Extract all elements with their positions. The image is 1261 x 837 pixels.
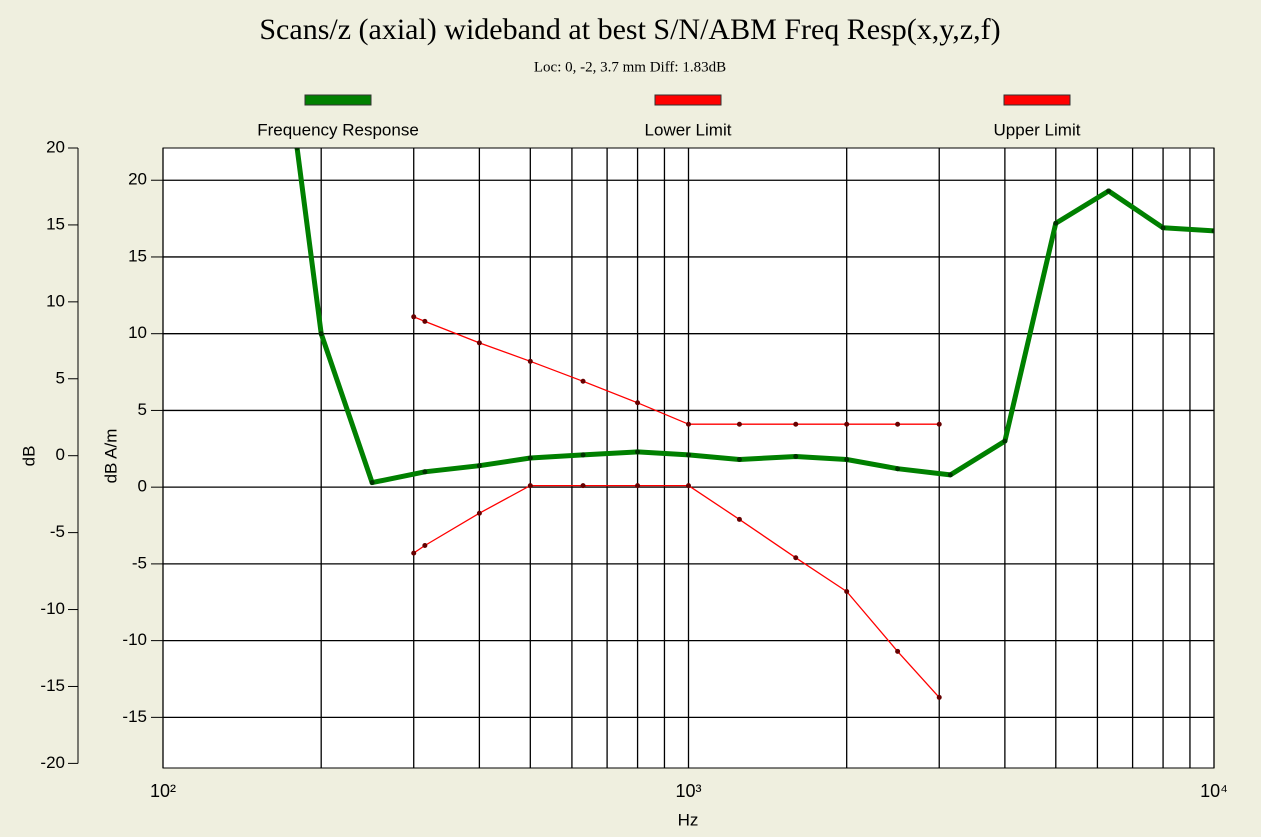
data-point: [895, 648, 901, 654]
data-point: [736, 457, 742, 463]
data-point: [580, 483, 586, 489]
y-tick-label: 0: [138, 477, 147, 496]
data-point: [476, 340, 482, 346]
data-point: [422, 542, 428, 548]
x-axis-label: Hz: [678, 810, 699, 829]
y-tick-label: 20: [128, 170, 147, 189]
data-point: [1211, 228, 1214, 234]
data-point: [936, 421, 942, 427]
y2-tick-label: 15: [46, 214, 65, 233]
y-tick-label: -10: [122, 630, 147, 649]
y2-tick-label: -20: [40, 753, 65, 772]
legend-swatch: [654, 94, 722, 106]
data-point: [844, 457, 850, 463]
legend-label: Upper Limit: [994, 120, 1081, 139]
data-point: [1053, 220, 1059, 226]
grid: [162, 148, 1215, 768]
y-tick-label: 10: [128, 323, 147, 342]
data-point: [793, 555, 799, 561]
data-point: [686, 421, 691, 427]
data-point: [1002, 438, 1008, 444]
data-point: [527, 483, 533, 489]
plot-content: [294, 148, 1214, 700]
data-point: [527, 455, 533, 461]
data-point: [476, 510, 482, 516]
data-point: [736, 421, 742, 427]
x-tick-label: 10³: [675, 781, 701, 801]
data-point: [1160, 225, 1166, 231]
data-point: [844, 589, 850, 595]
axes: 10² 10³ 10⁴ 20 15 10 5 0 -5 -10 -15 20 15 10 5 0 -5 -10 -1…: [40, 137, 1227, 800]
data-point: [580, 452, 586, 458]
data-point: [411, 314, 417, 320]
chart-title: Scans/z (axial) wideband at best S/N/ABM…: [259, 13, 1000, 46]
data-point: [947, 472, 953, 478]
legend-swatch: [304, 94, 372, 106]
data-point: [422, 318, 428, 324]
y2-tick-label: -15: [40, 676, 65, 695]
data-point: [895, 421, 901, 427]
data-point: [422, 469, 428, 475]
y2-axis-label: dB: [19, 446, 38, 467]
data-point: [936, 694, 942, 700]
data-point: [635, 400, 641, 406]
data-point: [318, 331, 324, 337]
y-tick-label: -15: [122, 707, 147, 726]
y2-tick-label: 5: [56, 368, 65, 387]
y2-tick-label: -5: [50, 522, 65, 541]
data-point: [793, 453, 799, 459]
data-point: [686, 452, 691, 458]
y2-tick-label: -10: [40, 599, 65, 618]
y2-tick-label: 10: [46, 291, 65, 310]
data-point: [294, 148, 300, 151]
series-line: [413, 316, 940, 425]
y2-tick-label: 0: [56, 445, 65, 464]
y2-tick-label: 20: [46, 137, 65, 156]
data-point: [476, 463, 482, 469]
data-point: [736, 516, 742, 522]
legend-swatch: [1003, 94, 1071, 106]
y-tick-label: 15: [128, 246, 147, 265]
series-line: [413, 484, 940, 698]
chart-subtitle: Loc: 0, -2, 3.7 mm Diff: 1.83dB: [534, 59, 726, 75]
data-point: [686, 483, 691, 489]
y-tick-label: -5: [132, 553, 147, 572]
data-point: [895, 466, 901, 472]
data-point: [527, 358, 533, 364]
legend-label: Lower Limit: [645, 120, 732, 139]
data-point: [369, 480, 375, 486]
data-point: [844, 421, 850, 427]
data-point: [580, 378, 586, 384]
x-tick-label: 10⁴: [1200, 781, 1228, 801]
data-point: [635, 449, 641, 455]
data-point: [793, 421, 799, 427]
data-point: [411, 550, 417, 556]
data-point: [1106, 188, 1112, 194]
y-axis-label: dB A/m: [101, 429, 120, 484]
legend-label: Frequency Response: [257, 120, 419, 139]
x-tick-label: 10²: [150, 781, 176, 801]
y-tick-label: 5: [138, 400, 147, 419]
data-point: [635, 483, 641, 489]
